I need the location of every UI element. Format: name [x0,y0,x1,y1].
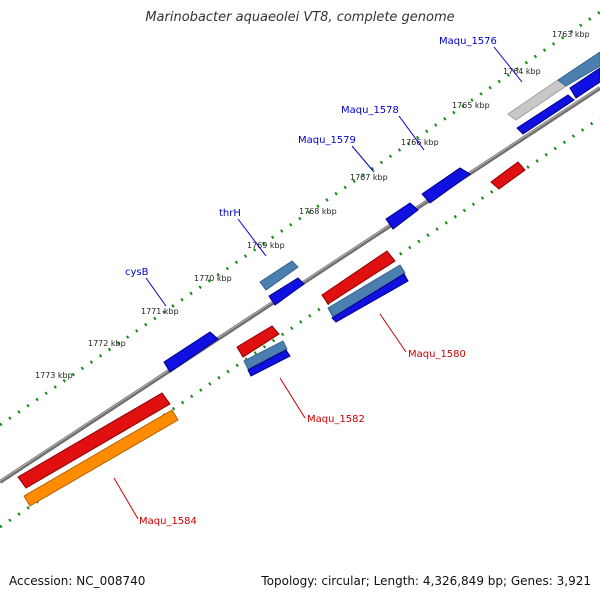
kbp-label-1772: 1772 kbp [88,339,126,348]
gene-label-maqu-1578[interactable]: Maqu_1578 [341,105,399,116]
label-leader-lines [113,46,523,520]
ruler-tick-labels: 1763 kbp 1764 kbp 1765 kbp 1766 kbp 1767… [35,30,590,380]
feature-rna-1584 [23,409,179,507]
feature-cds-1580b [331,273,409,323]
gene-label-maqu-1576[interactable]: Maqu_1576 [439,36,497,47]
feature-cds-1584 [17,392,171,489]
feature-cds-1576 [516,94,575,135]
feature-gene-1576 [557,51,600,87]
gene-label-maqu-1584[interactable]: Maqu_1584 [139,516,197,527]
forward-ruler-line [0,10,600,427]
gene-label-maqu-1582[interactable]: Maqu_1582 [307,414,365,425]
reverse-features [17,161,526,507]
kbp-label-1769: 1769 kbp [247,241,285,250]
feature-cds-1576b [569,67,600,99]
feature-cds-rev-1 [490,161,526,190]
kbp-label-1767: 1767 kbp [350,173,388,182]
feature-cds-1582b [247,349,291,377]
gene-label-maqu-1580[interactable]: Maqu_1580 [408,349,466,360]
kbp-label-1763: 1763 kbp [552,30,590,39]
accession-text: Accession: NC_008740 [9,574,146,588]
kbp-label-1764: 1764 kbp [503,67,541,76]
feature-cds-cysb [163,331,219,373]
kbp-label-1765: 1765 kbp [452,101,490,110]
feature-gene-1582 [243,340,288,370]
feature-cds-1578 [421,167,471,204]
feature-gene-1580 [327,264,406,318]
gene-labels: Maqu_1576 Maqu_1578 Maqu_1579 thrH cysB … [125,36,497,527]
kbp-label-1770: 1770 kbp [194,274,232,283]
feature-cds-1579 [385,202,419,230]
feature-cds-1582 [236,325,280,358]
forward-features [163,51,600,373]
kbp-label-1773: 1773 kbp [35,371,73,380]
gene-label-thrh[interactable]: thrH [219,208,241,219]
gene-label-cysb[interactable]: cysB [125,267,149,278]
kbp-label-1768: 1768 kbp [299,207,337,216]
feature-gene-thrh [259,260,299,291]
feature-cds-1580 [321,250,396,305]
feature-cds-thrh [268,277,305,306]
genome-summary-text: Topology: circular; Length: 4,326,849 bp… [261,574,591,588]
kbp-label-1771: 1771 kbp [141,307,179,316]
map-title: Marinobacter aquaeolei VT8, complete gen… [145,10,455,25]
kbp-label-1766: 1766 kbp [401,138,439,147]
gene-label-maqu-1579[interactable]: Maqu_1579 [298,135,356,146]
